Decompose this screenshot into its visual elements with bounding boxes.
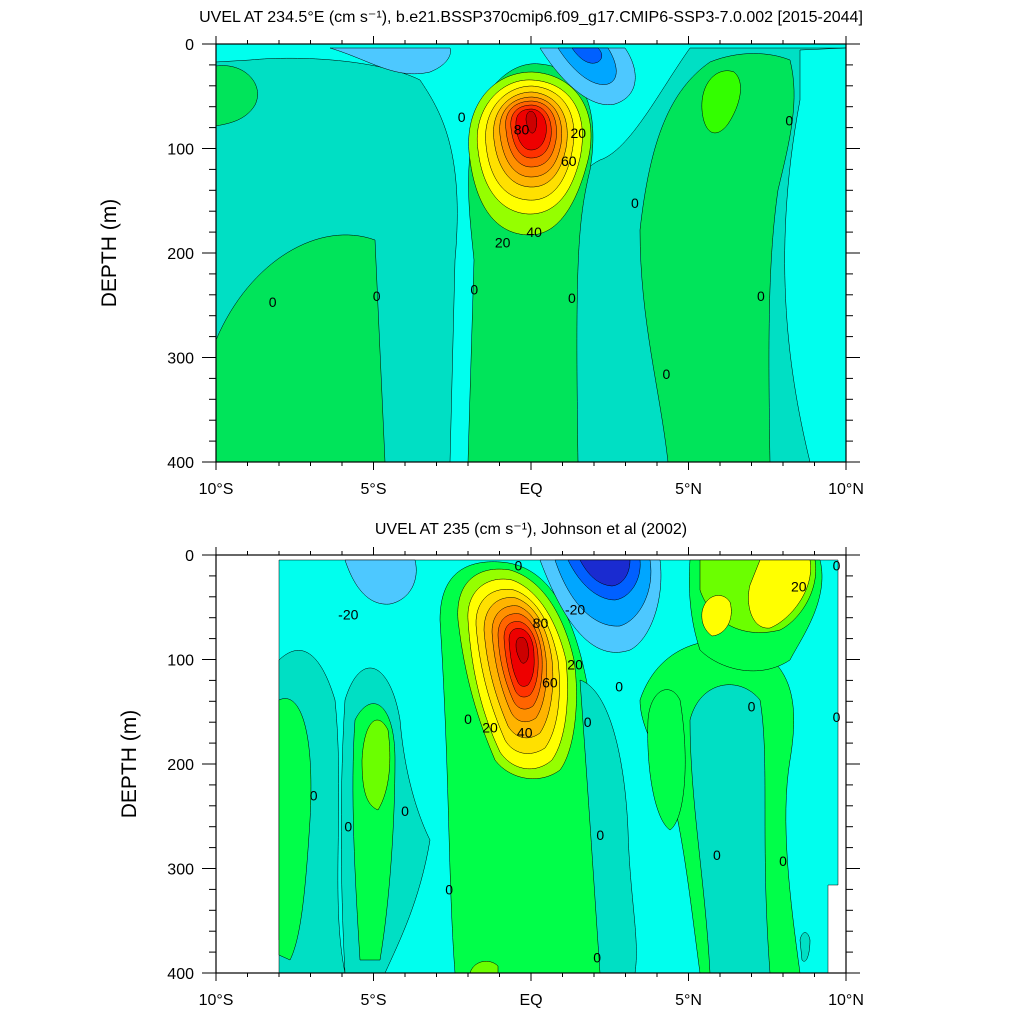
yellow-lens-northeast-1 (748, 559, 811, 629)
contour-label: 60 (561, 153, 577, 169)
jet-core-90 (515, 637, 529, 664)
contour-label: 20 (570, 125, 586, 141)
jet-core-90 (525, 111, 537, 134)
y-tick-label: 300 (167, 351, 194, 368)
y-tick-label: 300 (167, 862, 194, 879)
contour-label: 0 (833, 709, 841, 725)
contour-label: 0 (373, 288, 381, 304)
contour-label: 20 (495, 235, 511, 251)
contour-label: 0 (470, 282, 478, 298)
contour-label: 20 (567, 657, 583, 673)
panel-bottom-ylabel: DEPTH (m) (118, 710, 141, 819)
x-tick-label: 5°S (361, 992, 387, 1009)
panel-bottom-contour-labels: 0 -20 -20 80 20 60 20 40 20 0 0 0 0 0 0 0 0 0 0 0 0 0 0 (310, 557, 841, 965)
contour-label: 0 (269, 294, 277, 310)
contour-label: 0 (615, 679, 623, 695)
lime-lens-west (361, 719, 391, 811)
contour-label: 0 (344, 819, 352, 835)
y-tick-label: 400 (167, 966, 194, 983)
green-band-north (639, 53, 795, 462)
contour-label: 0 (445, 881, 453, 897)
green-lens-north (701, 70, 741, 134)
yellow-lens-northeast-2 (701, 595, 732, 637)
y-tick-label: 100 (167, 653, 194, 670)
x-tick-label: 10°S (199, 481, 234, 498)
contour-label: -20 (338, 607, 358, 623)
x-tick-label: EQ (519, 992, 542, 1009)
teal-streak-east (799, 932, 811, 962)
surface-blue-1 (329, 47, 451, 75)
x-tick-label: EQ (519, 481, 542, 498)
x-tick-label: 10°N (828, 481, 864, 498)
contour-label: 0 (310, 787, 318, 803)
x-tick-label: 5°S (361, 481, 387, 498)
contour-label: 0 (631, 195, 639, 211)
y-tick-label: 200 (167, 246, 194, 263)
panel-top: UVEL AT 234.5°E (cm s⁻¹), b.e21.BSSP370c… (98, 9, 864, 498)
y-tick-label: 100 (167, 142, 194, 159)
neg-region-east (784, 47, 846, 462)
contour-label: 0 (713, 847, 721, 863)
panel-bottom: UVEL AT 235 (cm s⁻¹), Johnson et al (200… (118, 521, 864, 1009)
contour-label: 0 (401, 803, 409, 819)
contour-label: 0 (464, 711, 472, 727)
contour-label: 0 (785, 112, 793, 128)
contour-label: 0 (663, 366, 671, 382)
panel-top-contour-labels: 0 80 20 60 40 20 0 0 0 0 0 0 0 0 (269, 109, 794, 382)
green-band-west (278, 698, 312, 961)
panel-bottom-title: UVEL AT 235 (cm s⁻¹), Johnson et al (200… (375, 521, 687, 538)
contour-label: 0 (584, 714, 592, 730)
contour-label: -20 (565, 601, 585, 617)
green-lens-southwest (216, 234, 386, 462)
contour-label: 20 (791, 578, 807, 594)
blue-region-west (344, 559, 417, 605)
contour-label: 80 (533, 615, 549, 631)
x-tick-label: 10°N (828, 992, 864, 1009)
contour-label: 0 (596, 827, 604, 843)
contour-label: 0 (568, 290, 576, 306)
y-tick-label: 0 (185, 548, 194, 565)
contour-label: 20 (482, 719, 498, 735)
contour-label: 0 (833, 557, 841, 573)
contour-label: 40 (526, 224, 542, 240)
surface-blue-4 (579, 559, 631, 587)
contour-label: 0 (779, 853, 787, 869)
y-tick-label: 400 (167, 455, 194, 472)
green-lens-west (216, 65, 258, 127)
teal-region-central (579, 679, 637, 973)
contour-label: 0 (757, 288, 765, 304)
y-tick-label: 0 (185, 37, 194, 54)
green-lens-north (647, 689, 686, 831)
teal-region-north (689, 684, 771, 973)
contour-label: 60 (542, 674, 558, 690)
contour-label: 0 (515, 557, 523, 573)
panel-top-ylabel: DEPTH (m) (98, 199, 121, 308)
contour-label: 40 (517, 725, 533, 741)
x-tick-label: 10°S (199, 992, 234, 1009)
contour-label: 0 (458, 109, 466, 125)
x-tick-label: 5°N (675, 481, 702, 498)
contour-label: 0 (593, 949, 601, 965)
contour-label: 80 (514, 122, 530, 138)
panel-top-title: UVEL AT 234.5°E (cm s⁻¹), b.e21.BSSP370c… (199, 9, 863, 26)
lime-lens-south (469, 961, 499, 973)
y-tick-label: 200 (167, 757, 194, 774)
surface-blue-4 (571, 47, 602, 64)
x-tick-label: 5°N (675, 992, 702, 1009)
panel-top-field (216, 44, 846, 462)
contour-label: 0 (748, 699, 756, 715)
panel-bottom-field (216, 555, 846, 973)
